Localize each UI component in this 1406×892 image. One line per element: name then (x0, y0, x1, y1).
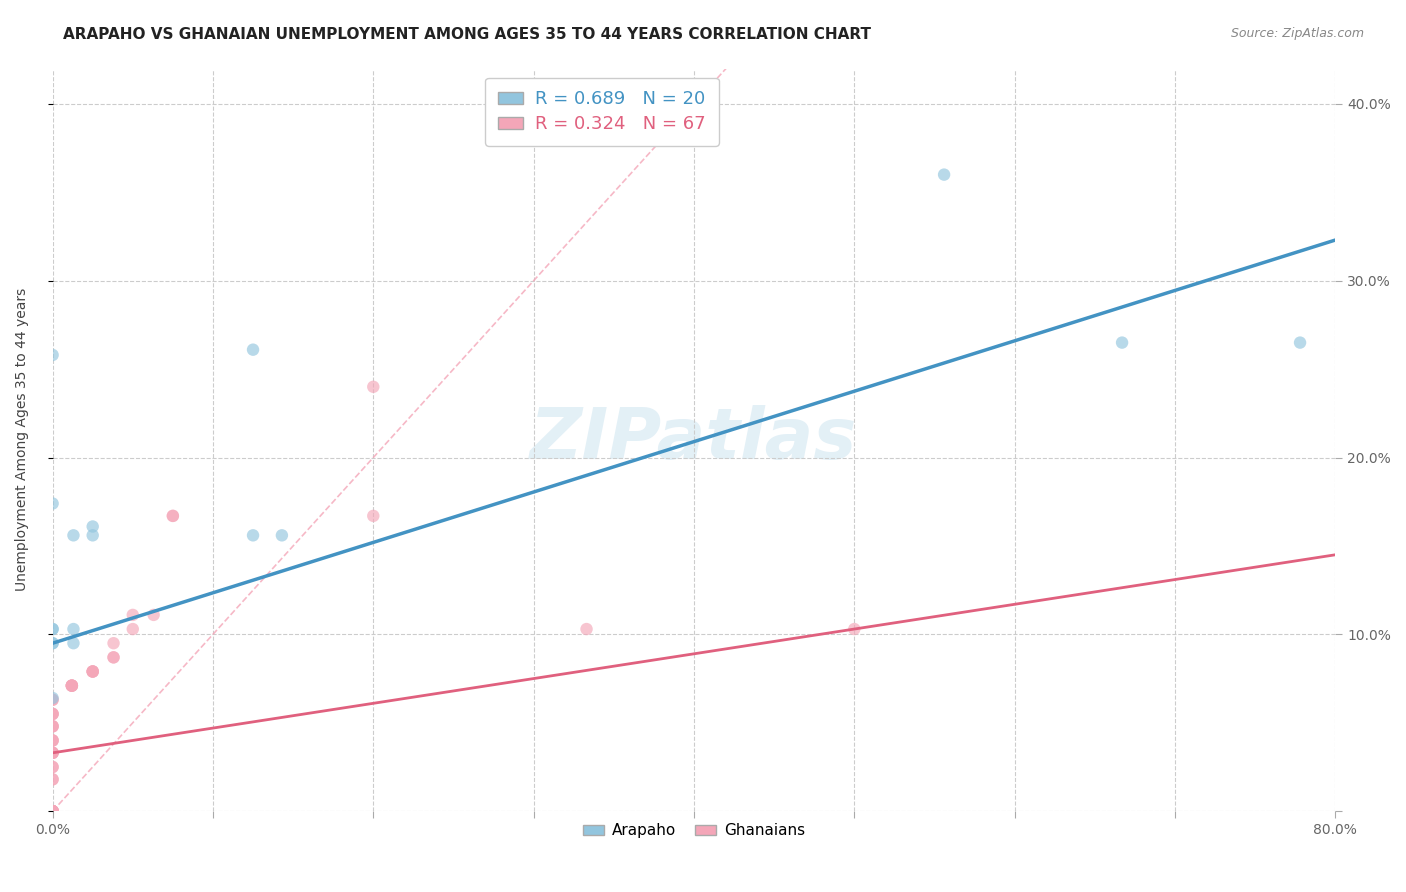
Point (41, 636, 63, 650)
Point (41, 746, 63, 760)
Point (41, 733, 63, 747)
Point (82, 665, 104, 679)
Point (844, 622, 866, 636)
Point (242, 343, 264, 357)
Point (41, 496, 63, 510)
Point (361, 380, 384, 394)
Point (41, 746, 63, 760)
Point (41, 719, 63, 733)
Point (270, 528, 292, 542)
Point (1289, 335, 1312, 350)
Point (60, 679, 83, 693)
Point (41, 804, 63, 818)
Legend: Arapaho, Ghanaians: Arapaho, Ghanaians (576, 817, 811, 845)
Point (41, 733, 63, 747)
Point (41, 804, 63, 818)
Point (162, 508, 184, 523)
Point (41, 706, 63, 721)
Point (41, 804, 63, 818)
Point (41, 804, 63, 818)
Point (103, 650, 125, 665)
Point (41, 804, 63, 818)
Point (932, 168, 955, 182)
Point (121, 622, 143, 636)
Point (82, 528, 104, 542)
Point (41, 760, 63, 774)
Point (41, 746, 63, 760)
Point (41, 804, 63, 818)
Point (41, 772, 63, 787)
Text: Source: ZipAtlas.com: Source: ZipAtlas.com (1230, 27, 1364, 40)
Point (82, 519, 104, 533)
Point (60, 679, 83, 693)
Point (41, 772, 63, 787)
Point (62, 622, 84, 636)
Point (41, 693, 63, 707)
Point (41, 719, 63, 733)
Point (60, 679, 83, 693)
Point (103, 650, 125, 665)
Point (41, 693, 63, 707)
Point (82, 665, 104, 679)
Point (82, 665, 104, 679)
Point (60, 679, 83, 693)
Point (82, 665, 104, 679)
Point (121, 607, 143, 622)
Point (1111, 335, 1133, 350)
Point (41, 719, 63, 733)
Point (60, 679, 83, 693)
Point (41, 706, 63, 721)
Text: ARAPAHO VS GHANAIAN UNEMPLOYMENT AMONG AGES 35 TO 44 YEARS CORRELATION CHART: ARAPAHO VS GHANAIAN UNEMPLOYMENT AMONG A… (63, 27, 872, 42)
Point (41, 804, 63, 818)
Point (62, 636, 84, 650)
Point (575, 622, 598, 636)
Point (41, 348, 63, 362)
Point (41, 804, 63, 818)
Point (41, 706, 63, 721)
Point (41, 804, 63, 818)
Point (242, 528, 264, 542)
Point (41, 733, 63, 747)
Point (162, 508, 184, 523)
Point (361, 508, 384, 523)
Point (103, 636, 125, 650)
Point (41, 746, 63, 760)
Y-axis label: Unemployment Among Ages 35 to 44 years: Unemployment Among Ages 35 to 44 years (15, 288, 30, 591)
Point (62, 528, 84, 542)
Text: ZIPatlas: ZIPatlas (530, 405, 858, 475)
Point (41, 804, 63, 818)
Point (41, 636, 63, 650)
Point (41, 760, 63, 774)
Point (142, 607, 165, 622)
Point (41, 622, 63, 636)
Point (41, 691, 63, 706)
Point (41, 804, 63, 818)
Point (41, 622, 63, 636)
